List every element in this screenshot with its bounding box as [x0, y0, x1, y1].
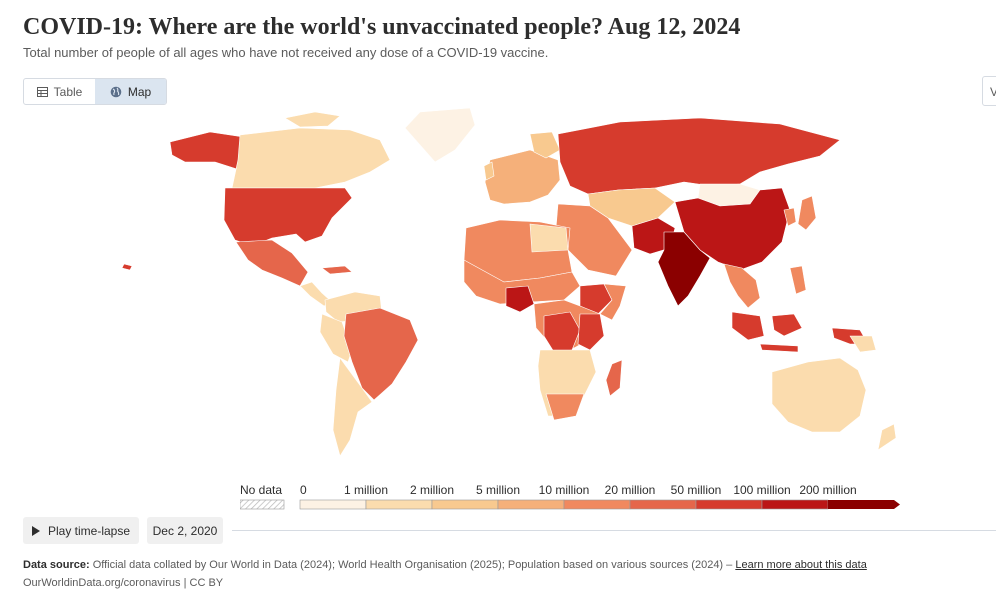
play-timelapse-label: Play time-lapse [47, 523, 131, 538]
settings-button[interactable]: V [982, 76, 996, 106]
legend-tick-label: 50 million [671, 483, 722, 497]
tab-map-label: Map [127, 84, 152, 99]
region-caribbean[interactable] [321, 265, 353, 275]
region-java[interactable] [759, 343, 799, 353]
tab-table-label: Table [53, 84, 83, 99]
region-russia[interactable] [557, 117, 841, 195]
region-somalia[interactable] [599, 283, 627, 321]
region-southern-cone[interactable] [332, 357, 373, 457]
data-source-label: Data source: [23, 559, 90, 571]
region-india[interactable] [657, 231, 711, 307]
region-greenland[interactable] [404, 107, 476, 163]
region-europe[interactable] [484, 149, 561, 205]
footer-attribution: OurWorldinData.org/coronavirus | CC BY [23, 577, 224, 589]
region-indonesia[interactable] [731, 311, 765, 341]
legend-tick-label: 100 million [733, 483, 790, 497]
legend-tick-label: 5 million [476, 483, 520, 497]
region-madagascar[interactable] [605, 359, 623, 397]
legend-swatch-1 [365, 499, 433, 510]
region-png[interactable] [849, 335, 877, 353]
legend-swatch-7 [761, 499, 829, 510]
legend-swatch-3 [497, 499, 565, 510]
globe-icon [110, 86, 122, 98]
world-map [121, 107, 897, 457]
region-philippines[interactable] [789, 265, 807, 295]
legend-swatch-0 [299, 499, 367, 510]
region-usa[interactable] [223, 187, 353, 247]
region-libya-egypt[interactable] [529, 223, 569, 253]
legend-swatch-2 [431, 499, 499, 510]
color-legend: No data 0 1 million 2 million 5 million 10 m… [240, 483, 900, 510]
play-icon [31, 525, 40, 536]
region-canada[interactable] [231, 127, 391, 189]
table-icon [36, 86, 48, 97]
tab-map[interactable]: Map [95, 79, 166, 104]
region-korea[interactable] [783, 207, 797, 227]
region-uk[interactable] [483, 161, 495, 181]
region-mexico[interactable] [235, 239, 309, 287]
region-south-africa[interactable] [545, 393, 585, 421]
region-brazil[interactable] [343, 307, 419, 401]
region-scandinavia[interactable] [529, 131, 561, 159]
region-arctic-islands[interactable] [284, 111, 341, 128]
legend-swatch-8 [828, 500, 900, 509]
legend-tick-label: 20 million [605, 483, 656, 497]
timeline-track[interactable] [232, 530, 996, 531]
region-andes[interactable] [319, 313, 353, 363]
region-east-africa[interactable] [577, 313, 605, 351]
start-date-button[interactable]: Dec 2, 2020 [147, 517, 223, 544]
tab-table[interactable]: Table [24, 79, 95, 104]
region-nigeria[interactable] [505, 285, 535, 313]
view-tabs: Table Map [23, 78, 167, 105]
play-timelapse-button[interactable]: Play time-lapse [23, 517, 139, 544]
data-source-text: Official data collated by Our World in D… [92, 559, 733, 571]
legend-tick-label: 200 million [799, 483, 856, 497]
legend-no-data-label: No data [240, 483, 282, 497]
region-hawaii[interactable] [121, 263, 133, 271]
region-japan[interactable] [797, 195, 817, 231]
legend-tick-label: 0 [300, 483, 307, 497]
region-indonesia-east[interactable] [771, 313, 803, 337]
region-alaska[interactable] [169, 131, 251, 171]
legend-tick-label: 2 million [410, 483, 454, 497]
region-southeast-asia[interactable] [723, 263, 761, 309]
region-ethiopia[interactable] [579, 283, 613, 315]
legend-swatch-6 [695, 499, 763, 510]
legend-swatch-4 [563, 499, 631, 510]
legend-swatch-5 [629, 499, 697, 510]
data-source: Data source: Official data collated by O… [23, 559, 867, 571]
learn-more-link[interactable]: Learn more about this data [735, 559, 867, 571]
legend-tick-label: 1 million [344, 483, 388, 497]
chart-subtitle: Total number of people of all ages who h… [23, 45, 549, 60]
chart-title: COVID-19: Where are the world's unvaccin… [23, 14, 741, 40]
legend-tick-label: 10 million [539, 483, 590, 497]
region-china[interactable] [674, 187, 791, 271]
legend-no-data-swatch [240, 499, 285, 510]
region-australia[interactable] [771, 357, 867, 433]
region-new-zealand[interactable] [877, 423, 897, 451]
